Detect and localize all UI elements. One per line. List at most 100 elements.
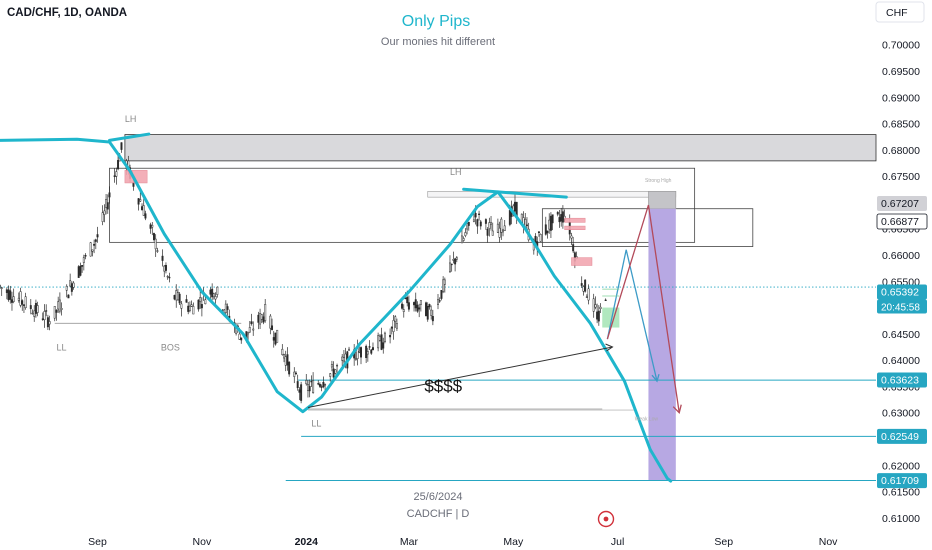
x-tick-label: May (503, 536, 524, 548)
canada-flag-icon[interactable] (597, 510, 615, 528)
candle-body (269, 315, 272, 329)
candle (496, 218, 499, 234)
candle-body (34, 303, 37, 314)
candle (69, 273, 72, 288)
candle-body (105, 199, 108, 208)
x-axis[interactable]: Sep Nov 2024 Mar May Jul Sep Nov (88, 536, 838, 548)
candle (188, 301, 191, 313)
candle (168, 272, 171, 283)
candle-body (428, 304, 431, 308)
candle-body (53, 306, 56, 319)
candle-body (491, 230, 494, 236)
projection-blue-arrow[interactable] (606, 249, 658, 382)
candle-body (599, 306, 602, 309)
candle-body (383, 332, 386, 342)
candle (262, 312, 265, 325)
candle-body (525, 224, 528, 226)
y-tick-label: 0.61500 (882, 487, 920, 499)
trend-curve-top[interactable] (108, 132, 151, 142)
price-label[interactable]: 0.61709 (877, 473, 927, 489)
candle (41, 312, 44, 321)
price-label[interactable]: 0.65392 20:45:58 (877, 284, 927, 314)
candle-body (176, 292, 179, 301)
y-tick-label: 0.64500 (882, 329, 920, 341)
candle-body (108, 192, 111, 198)
candle-body (466, 223, 469, 230)
candle (383, 331, 386, 344)
currency-button[interactable]: CHF (875, 1, 925, 23)
candle (199, 289, 202, 309)
supply-zone-top[interactable] (124, 134, 877, 162)
candle (378, 334, 381, 342)
candle (274, 332, 277, 346)
candle-body (306, 384, 309, 391)
candle-body (560, 214, 563, 222)
candle-body (378, 335, 381, 341)
drawings-layer (0, 132, 682, 483)
candle (12, 288, 15, 304)
price-label-text: 0.66877 (881, 216, 919, 228)
candle (259, 308, 262, 330)
candle (103, 204, 106, 223)
candle-body (310, 380, 313, 383)
candle-body (377, 335, 380, 349)
candle (491, 222, 494, 236)
candle-body (31, 312, 34, 315)
candle-body (496, 223, 499, 233)
bearish-order-block[interactable] (571, 257, 593, 266)
candle (248, 320, 251, 333)
candle (596, 303, 599, 324)
projection-red-arrow[interactable] (606, 204, 680, 413)
price-label[interactable]: 0.63623 (877, 372, 927, 388)
candle-body (281, 348, 284, 355)
candle-body (117, 160, 120, 170)
candle (370, 348, 373, 355)
candle (466, 222, 469, 235)
candle-body (438, 300, 441, 302)
candle (185, 294, 188, 303)
trend-curve-top-2[interactable] (462, 187, 568, 199)
candle-body (442, 279, 445, 292)
candle-body (382, 342, 385, 349)
candle-body (91, 249, 94, 252)
price-label[interactable]: 0.66877 (876, 213, 928, 230)
price-label[interactable]: 0.67207 (877, 196, 927, 211)
candle (336, 363, 339, 373)
candle (34, 299, 37, 318)
candle (89, 241, 92, 257)
supply-zone-outline[interactable] (109, 167, 696, 243)
chart-title: Only Pips (402, 13, 470, 30)
dollar-signs-label: $$$$ (424, 377, 462, 396)
candle (197, 299, 200, 312)
candle (7, 285, 10, 302)
short-stop-zone[interactable] (648, 191, 677, 210)
candle (416, 301, 419, 313)
bearish-order-block[interactable] (564, 217, 586, 223)
candle (324, 383, 327, 390)
candle (317, 380, 320, 386)
candle-body (580, 283, 583, 286)
candle (53, 306, 56, 322)
candle (247, 331, 250, 341)
candle-body (153, 233, 155, 240)
candle (428, 303, 431, 310)
candle (341, 354, 344, 366)
liquidity-line[interactable] (307, 346, 613, 408)
trend-curve[interactable] (0, 137, 673, 483)
candle-body (390, 326, 393, 329)
bearish-order-block[interactable] (564, 225, 586, 230)
candle-body (60, 308, 63, 310)
candle-body (561, 211, 564, 223)
price-label-box (877, 428, 927, 444)
candle-body (166, 275, 169, 278)
price-label[interactable]: 0.62549 (877, 428, 927, 444)
candle (394, 315, 397, 328)
candle-body (556, 212, 559, 215)
candle (45, 304, 48, 317)
candle-body (488, 222, 491, 229)
candle-body (72, 282, 75, 288)
candle (431, 309, 434, 326)
short-target-zone[interactable] (648, 208, 676, 481)
candle (156, 247, 159, 253)
